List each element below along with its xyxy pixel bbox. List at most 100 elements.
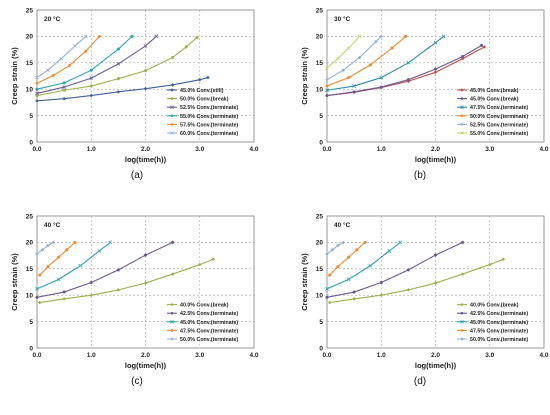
data-point xyxy=(325,295,329,299)
chart-panel-4: 0.0 1.0 2.0 3.0 4.0 0 5 10 15 20 25 log(time(h)) Cre… xyxy=(300,213,549,387)
legend-marker xyxy=(170,114,174,118)
y-tick-label: 10 xyxy=(26,293,34,300)
x-tick-label: 1.0 xyxy=(87,146,96,153)
legend-label: 50.0% Conv.(terminate) xyxy=(470,114,528,120)
data-point xyxy=(35,295,39,299)
series-line xyxy=(326,36,360,69)
temperature-label: 40 °C xyxy=(44,221,61,229)
data-point xyxy=(89,84,93,88)
data-point xyxy=(357,34,362,39)
legend-marker xyxy=(170,320,174,324)
data-point xyxy=(89,93,94,98)
x-axis-title: log(time(h)) xyxy=(415,155,457,164)
chart-panel-2: 0.0 1.0 2.0 3.0 4.0 0 5 10 15 20 25 log(time(h)) Cre… xyxy=(300,7,549,181)
data-point xyxy=(325,84,329,88)
data-point xyxy=(143,69,148,73)
data-point xyxy=(171,240,175,244)
data-point xyxy=(352,90,356,94)
data-point xyxy=(206,75,210,80)
data-point xyxy=(352,290,356,294)
data-point xyxy=(171,55,175,60)
data-point xyxy=(357,55,362,60)
data-point xyxy=(327,300,332,305)
y-tick-label: 0 xyxy=(319,139,323,146)
series-line xyxy=(36,37,198,97)
legend-marker xyxy=(460,114,464,118)
x-tick-label: 4.0 xyxy=(249,146,258,153)
legend-label: 40.0% Conv.(break) xyxy=(180,303,229,309)
legend-marker xyxy=(460,329,464,332)
data-point xyxy=(59,56,64,61)
legend-marker xyxy=(460,105,464,109)
legend-label: 45.0% Conv.(terminate) xyxy=(470,320,528,326)
legend-marker xyxy=(460,122,464,127)
data-point xyxy=(97,34,102,39)
data-point xyxy=(406,78,410,82)
data-point xyxy=(143,253,148,257)
legend-marker xyxy=(170,105,174,109)
x-tick-label: 2.0 xyxy=(431,352,440,359)
data-point xyxy=(352,297,356,301)
data-point xyxy=(35,81,39,86)
y-axis-title: Creep strain (%) xyxy=(300,253,309,311)
legend-marker xyxy=(170,311,174,315)
legend-label: 50.0% Conv.(break) xyxy=(180,97,229,103)
legend-label: 45.0% Conv.(terminate) xyxy=(180,320,238,326)
data-point xyxy=(46,243,50,248)
legend-label: 52.5% Conv.(terminate) xyxy=(470,122,528,128)
legend-marker xyxy=(170,131,174,135)
data-point xyxy=(325,93,329,98)
x-axis-title: log(time(h)) xyxy=(125,155,167,164)
x-tick-label: 1.0 xyxy=(377,352,386,359)
data-point xyxy=(184,45,188,49)
data-point xyxy=(368,263,373,268)
y-tick-label: 15 xyxy=(26,266,34,273)
data-point xyxy=(197,262,202,267)
data-point xyxy=(441,34,446,39)
series-line xyxy=(36,77,209,102)
data-point xyxy=(330,247,335,252)
data-point xyxy=(406,288,411,292)
data-point xyxy=(89,76,94,80)
legend-label: 40.0% Conv.(break) xyxy=(470,303,519,309)
x-tick-label: 0.0 xyxy=(32,146,41,153)
data-point xyxy=(67,63,72,68)
data-point xyxy=(116,61,121,66)
y-tick-label: 25 xyxy=(26,213,34,220)
legend-marker xyxy=(460,131,464,135)
data-point xyxy=(143,86,148,91)
x-axis-title: log(time(h)) xyxy=(415,361,457,370)
data-point xyxy=(62,88,66,92)
y-tick-label: 0 xyxy=(29,139,33,146)
data-point xyxy=(461,54,465,59)
data-point xyxy=(116,90,121,94)
data-point xyxy=(84,49,88,53)
panel-caption: (c) xyxy=(131,376,143,387)
data-point xyxy=(62,85,67,89)
y-tick-label: 15 xyxy=(26,60,34,67)
legend-marker xyxy=(460,88,464,92)
data-point xyxy=(398,240,403,245)
panel-caption: (a) xyxy=(131,170,143,181)
legend-marker xyxy=(460,311,464,315)
series-line xyxy=(329,258,504,304)
x-tick-label: 2.0 xyxy=(141,146,150,153)
data-point xyxy=(62,297,66,301)
series-line xyxy=(326,241,344,255)
y-axis-title: Creep strain (%) xyxy=(10,253,19,311)
y-tick-label: 0 xyxy=(29,345,33,352)
legend-label: 42.5% Conv.(terminate) xyxy=(470,311,528,317)
legend-label: 45.0% Conv.(break) xyxy=(470,97,519,103)
data-point xyxy=(62,81,66,85)
legend-label: 55.0% Conv.(terminate) xyxy=(470,131,528,137)
legend-label: 45.0% Conv.(still) xyxy=(180,88,224,94)
data-point xyxy=(461,240,465,244)
x-tick-label: 0.0 xyxy=(322,352,331,359)
data-point xyxy=(57,255,61,259)
data-point xyxy=(35,286,39,291)
y-tick-label: 5 xyxy=(319,319,323,326)
data-point xyxy=(35,91,39,96)
data-point xyxy=(346,277,351,282)
legend-marker xyxy=(170,302,174,307)
